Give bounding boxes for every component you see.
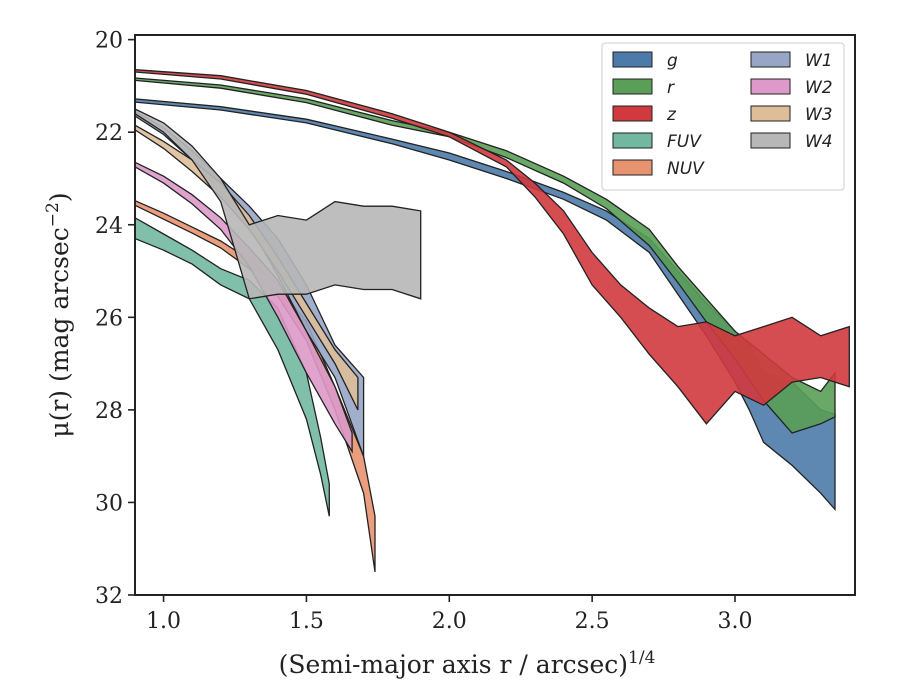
series-band-z xyxy=(135,69,850,425)
y-tick-label: 20 xyxy=(95,29,123,54)
legend-swatch xyxy=(612,159,653,176)
legend-swatch xyxy=(750,51,791,68)
y-tick-label: 32 xyxy=(95,584,123,609)
x-axis-label-exponent: 1/4 xyxy=(628,648,655,668)
y-tick-label: 22 xyxy=(95,121,123,146)
legend-label: z xyxy=(666,105,677,125)
legend-swatch xyxy=(612,105,653,122)
legend-item-g: g xyxy=(612,51,678,71)
x-axis-label: (Semi-major axis r / arcsec)1/4 xyxy=(279,648,656,679)
series-band-fuv xyxy=(135,217,330,517)
x-tick-label: 1.5 xyxy=(289,609,324,634)
legend-item-w1: W1 xyxy=(750,51,833,71)
x-tick-label: 2.0 xyxy=(432,609,467,634)
legend-swatch xyxy=(750,132,791,149)
x-tick-label: 2.5 xyxy=(575,609,610,634)
y-axis-label: μ(r) (mag arcsec−2) xyxy=(43,192,74,437)
legend-item-w4: W4 xyxy=(750,132,833,152)
legend-label: g xyxy=(667,51,678,71)
series-band-w2 xyxy=(135,161,353,454)
legend-label: W1 xyxy=(805,51,833,71)
x-axis: 1.0 1.5 2.0 2.5 3.0 xyxy=(146,595,753,634)
y-tick-label: 26 xyxy=(95,306,123,331)
y-axis-label-close: ) xyxy=(45,192,74,202)
legend-item-fuv: FUV xyxy=(612,132,702,152)
legend-item-z: z xyxy=(612,105,677,125)
legend-label: W4 xyxy=(805,132,833,152)
series-layer xyxy=(135,69,850,572)
legend-label: W2 xyxy=(805,78,833,98)
legend-swatch xyxy=(612,132,653,149)
x-tick-label: 3.0 xyxy=(718,609,753,634)
legend-item-r: r xyxy=(612,78,675,98)
legend-item-w3: W3 xyxy=(750,105,833,125)
y-axis: 20 22 24 26 28 30 32 xyxy=(95,29,135,609)
legend-swatch xyxy=(612,51,653,68)
series-band-w4 xyxy=(135,108,422,300)
legend-swatch xyxy=(612,78,653,95)
y-tick-label: 30 xyxy=(95,491,123,516)
legend-item-w2: W2 xyxy=(750,78,833,98)
legend: grz FUV NUV W1 W2 W3 W4 xyxy=(601,42,845,191)
legend-swatch xyxy=(750,78,791,95)
y-tick-label: 24 xyxy=(95,214,123,239)
y-axis-label-exponent: −2 xyxy=(43,202,63,227)
legend-label: r xyxy=(667,78,675,98)
legend-label: W3 xyxy=(805,105,833,125)
y-tick-label: 28 xyxy=(95,399,123,424)
legend-item-nuv: NUV xyxy=(612,159,705,179)
x-tick-label: 1.0 xyxy=(146,609,181,634)
legend-label: NUV xyxy=(667,159,705,179)
plot-frame xyxy=(134,34,856,596)
legend-label: FUV xyxy=(667,132,702,152)
legend-swatch xyxy=(750,105,791,122)
